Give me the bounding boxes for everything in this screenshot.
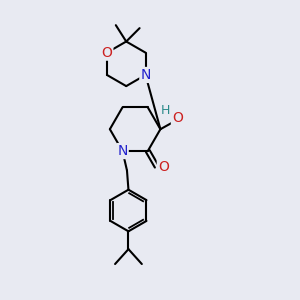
Text: N: N (117, 144, 128, 158)
Text: O: O (172, 111, 183, 125)
Text: O: O (101, 46, 112, 60)
Text: N: N (140, 68, 151, 82)
Text: H: H (161, 104, 170, 117)
Text: O: O (158, 160, 169, 173)
